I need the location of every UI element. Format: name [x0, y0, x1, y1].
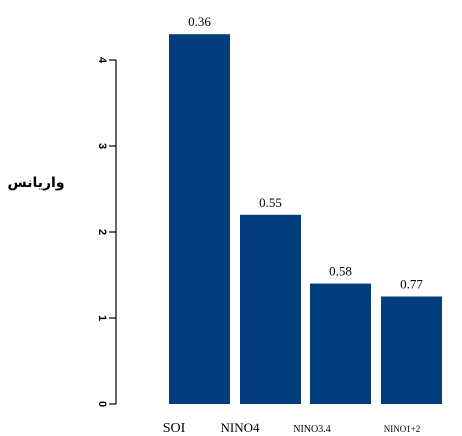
y-axis-label: واریانس [7, 175, 64, 191]
data-label: 0.55 [259, 195, 282, 210]
x-tick-label: NINO3.4 [293, 424, 331, 435]
y-tick-label: 3 [96, 143, 108, 149]
data-label: 0.58 [329, 264, 352, 279]
x-tick-label: NINO4 [221, 420, 260, 435]
y-tick-label: 1 [96, 315, 108, 321]
data-labels: 0.36 0.55 0.58 0.77 [188, 14, 423, 291]
data-label: 0.36 [188, 14, 211, 29]
y-tick-label: 0 [96, 401, 108, 407]
y-tick-label: 2 [96, 229, 108, 235]
bar-soi [169, 34, 230, 404]
bar-nino3-4 [310, 283, 371, 404]
y-axis: 0 1 2 3 4 [96, 57, 117, 407]
bar-nino1-2 [381, 296, 442, 404]
x-tick-label: SOI [163, 421, 186, 436]
data-label: 0.77 [400, 277, 423, 292]
category-labels: SOI NINO4 NINO3.4 NINO1+2 [163, 420, 421, 436]
y-tick-label: 4 [96, 57, 108, 64]
x-tick-label: NINO1+2 [384, 424, 421, 434]
bars [169, 34, 442, 404]
bar-nino4 [240, 214, 301, 404]
